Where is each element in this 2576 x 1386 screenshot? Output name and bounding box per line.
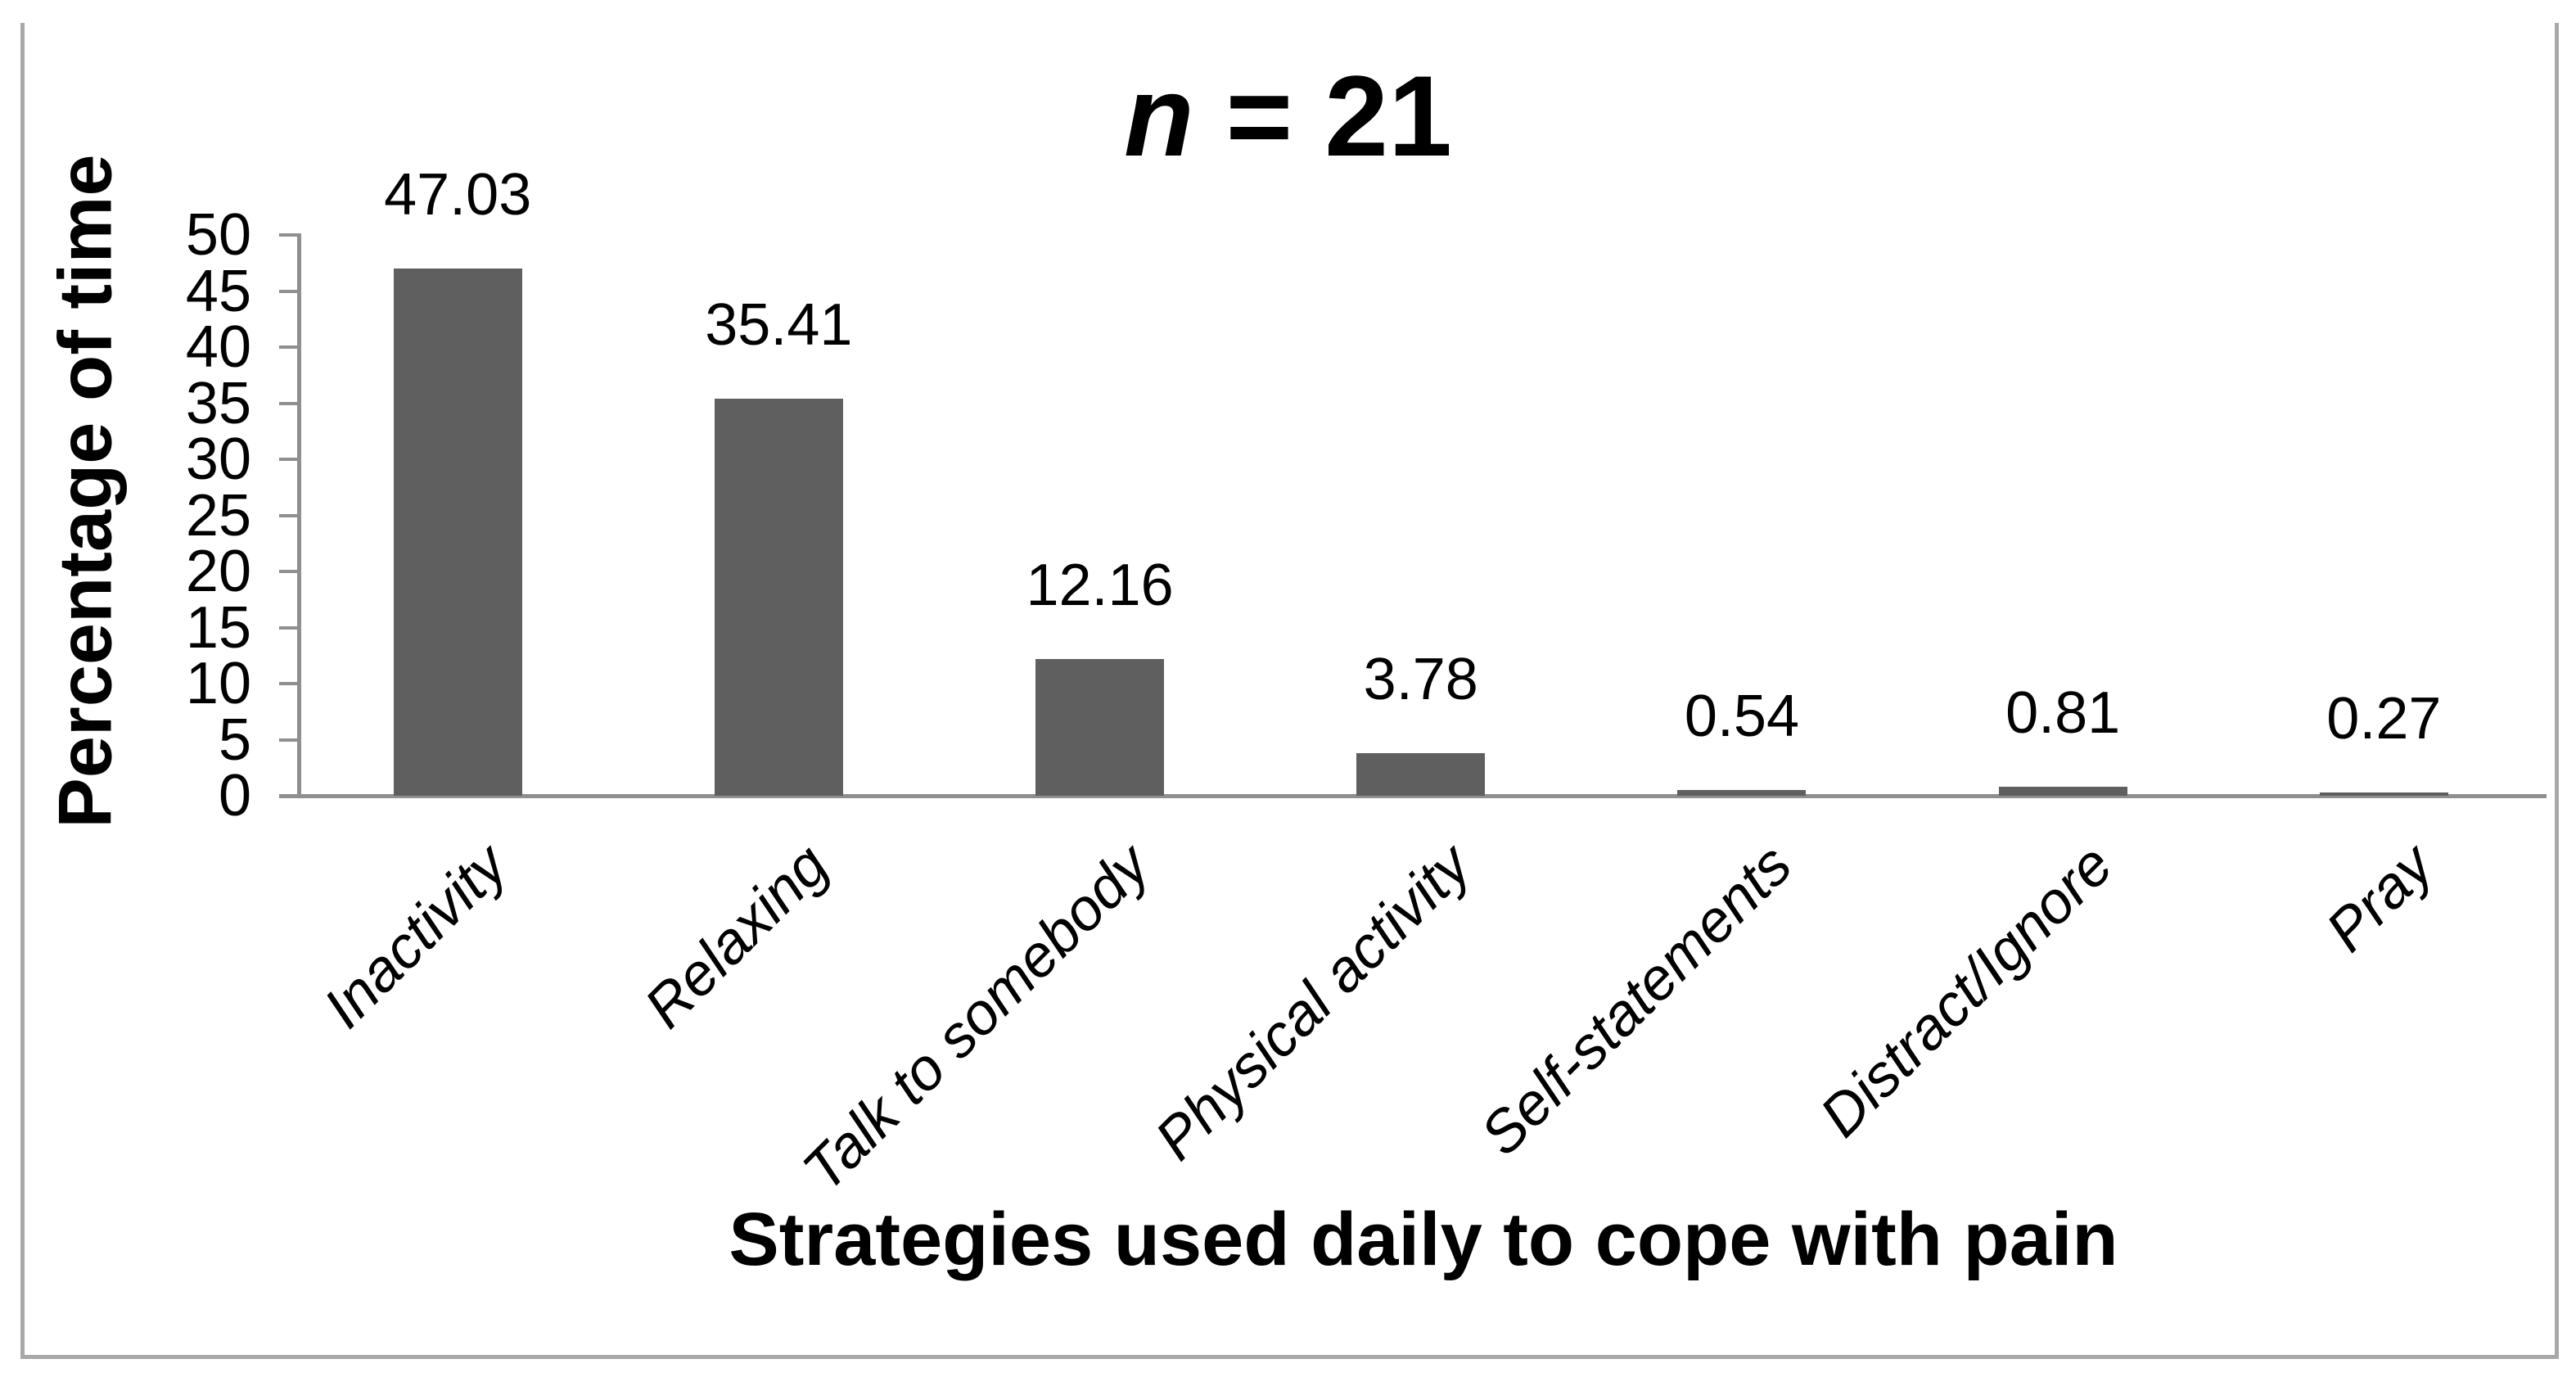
bar-relaxing xyxy=(714,398,843,796)
bar-value-label: 12.16 xyxy=(1026,553,1174,619)
bar-value-label: 0.81 xyxy=(2005,679,2121,746)
y-tick-label: 40 xyxy=(185,314,251,380)
bar-distract-ignore xyxy=(1998,786,2127,796)
y-tick-label: 15 xyxy=(185,594,251,661)
bar-talk-to-somebody xyxy=(1035,659,1165,796)
x-axis-title: Strategies used daily to cope with pain xyxy=(729,1198,2118,1281)
bar-value-label: 0.54 xyxy=(1684,683,1800,749)
y-tick-mark xyxy=(279,682,301,685)
bar-pray xyxy=(2319,792,2448,796)
y-tick-label: 45 xyxy=(185,258,251,324)
chart-title-rest: = 21 xyxy=(1193,52,1452,180)
y-tick-mark xyxy=(279,458,301,461)
bar-value-label: 0.27 xyxy=(2326,686,2442,752)
bar-value-label: 35.41 xyxy=(705,291,853,358)
y-tick-mark xyxy=(279,513,301,517)
bar-inactivity xyxy=(393,268,522,796)
y-tick-label: 5 xyxy=(218,707,251,773)
y-tick-mark xyxy=(279,401,301,405)
y-tick-label: 50 xyxy=(185,202,251,268)
bar-value-label: 3.78 xyxy=(1363,647,1478,713)
chart-title-n-symbol: n xyxy=(1124,52,1194,180)
y-tick-mark xyxy=(279,233,301,237)
y-tick-label: 30 xyxy=(185,427,251,492)
y-axis-line xyxy=(297,235,301,798)
bar-value-label: 47.03 xyxy=(384,161,532,228)
y-tick-mark xyxy=(279,738,301,742)
y-tick-label: 10 xyxy=(185,651,251,716)
x-axis-line xyxy=(279,794,2547,798)
y-tick-mark xyxy=(279,289,301,293)
y-tick-mark xyxy=(279,625,301,630)
y-tick-label: 35 xyxy=(185,370,251,436)
y-tick-mark xyxy=(279,570,301,573)
bar-self-statements xyxy=(1677,789,1807,796)
y-tick-label: 0 xyxy=(218,763,251,828)
y-tick-label: 20 xyxy=(185,539,251,604)
chart-title: n = 21 xyxy=(0,51,2576,182)
chart-border-frame xyxy=(20,23,2559,1359)
y-tick-mark xyxy=(279,345,301,349)
bar-physical-activity xyxy=(1356,753,1486,796)
y-tick-label: 25 xyxy=(185,482,251,549)
